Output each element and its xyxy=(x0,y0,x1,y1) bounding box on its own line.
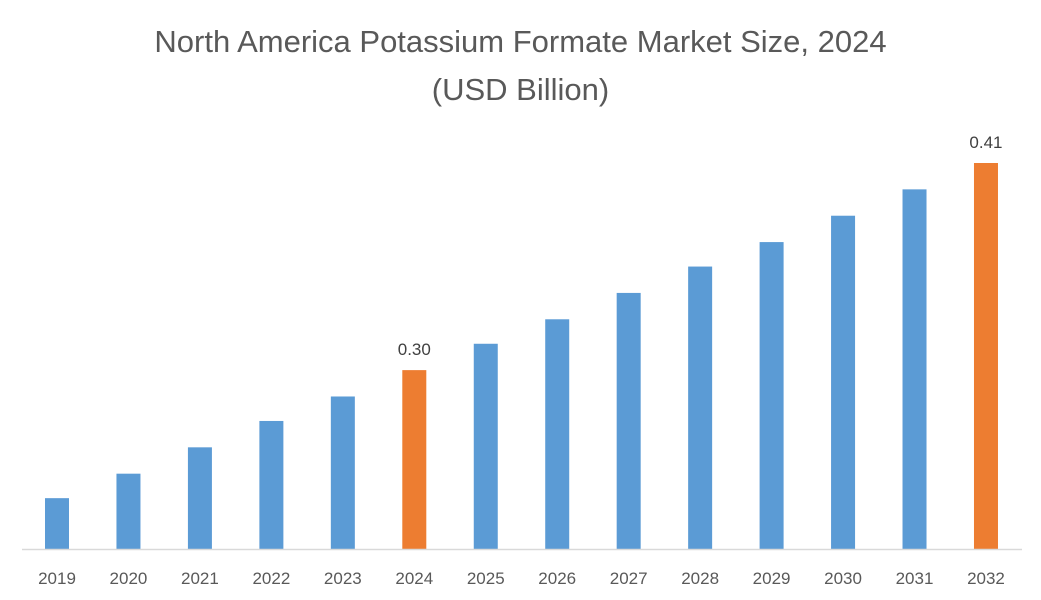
bar-2020 xyxy=(116,473,141,549)
bar-2019 xyxy=(45,498,69,549)
bar-2029 xyxy=(759,242,784,549)
bar-2025 xyxy=(473,343,498,549)
x-tick-label-2032: 2032 xyxy=(967,569,1005,588)
bar-2032 xyxy=(973,163,998,549)
bar-2027 xyxy=(616,292,641,549)
data-label-2032: 0.41 xyxy=(969,133,1002,152)
x-tick-label-2022: 2022 xyxy=(252,569,290,588)
bar-2026 xyxy=(545,319,570,549)
x-tick-label-2027: 2027 xyxy=(610,569,648,588)
bar-2024 xyxy=(402,370,427,549)
bar-2030 xyxy=(831,215,856,549)
bar-2028 xyxy=(688,266,713,549)
x-tick-label-2028: 2028 xyxy=(681,569,719,588)
bar-2031 xyxy=(902,189,927,550)
x-tick-label-2030: 2030 xyxy=(824,569,862,588)
bar-2023 xyxy=(330,396,355,549)
bar-2022 xyxy=(259,420,284,549)
x-tick-label-2023: 2023 xyxy=(324,569,362,588)
chart-subtitle: (USD Billion) xyxy=(431,72,610,107)
x-tick-label-2029: 2029 xyxy=(753,569,791,588)
x-tick-label-2019: 2019 xyxy=(38,569,76,588)
x-tick-label-2021: 2021 xyxy=(181,569,219,588)
data-label-2024: 0.30 xyxy=(398,340,431,359)
x-tick-label-2026: 2026 xyxy=(538,569,576,588)
x-tick-label-2031: 2031 xyxy=(896,569,934,588)
x-tick-label-2025: 2025 xyxy=(467,569,505,588)
chart-title: North America Potassium Formate Market S… xyxy=(154,24,887,59)
x-tick-label-2020: 2020 xyxy=(110,569,148,588)
x-tick-label-2024: 2024 xyxy=(395,569,433,588)
bar-2021 xyxy=(187,447,212,549)
